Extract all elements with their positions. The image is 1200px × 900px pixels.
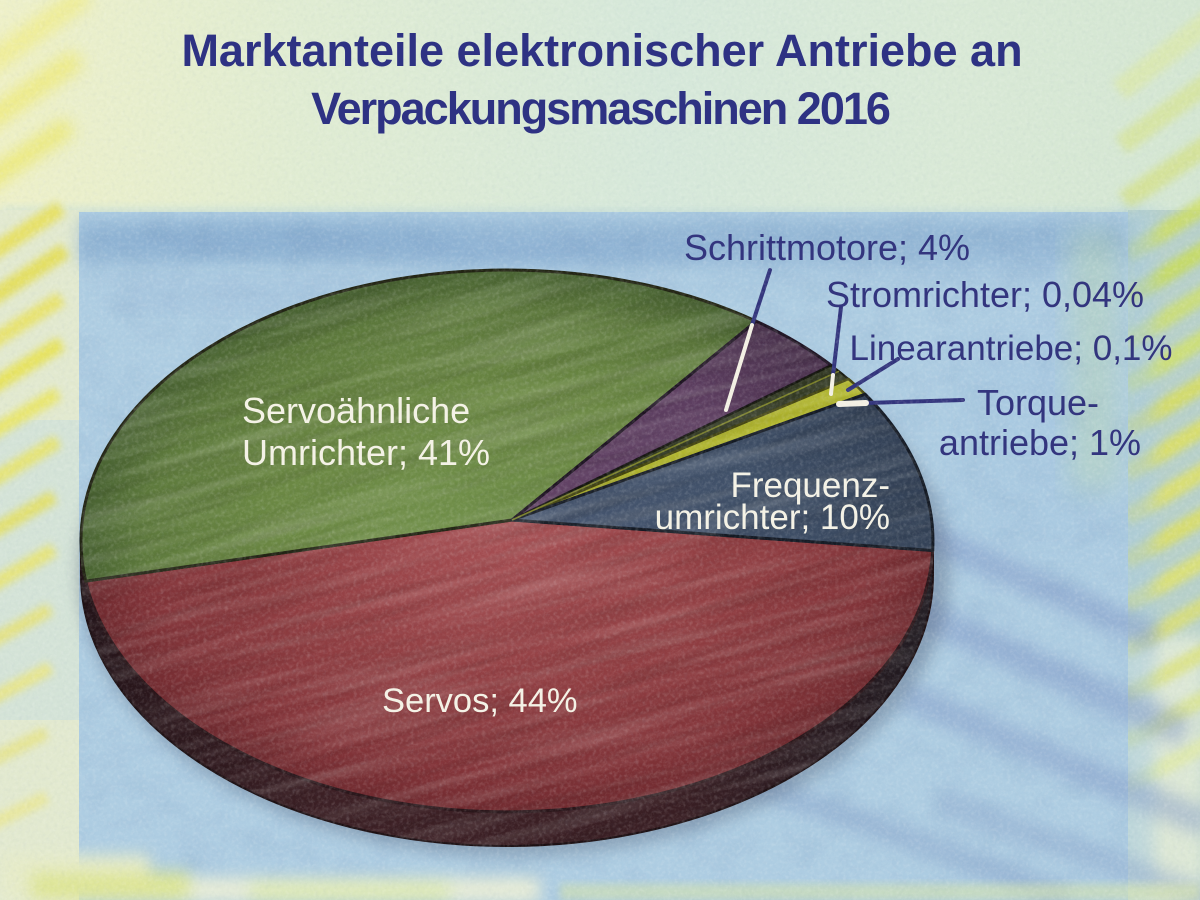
svg-text:Linearantriebe; 0,1%: Linearantriebe; 0,1% (850, 329, 1173, 368)
svg-text:Servos; 44%: Servos; 44% (382, 682, 578, 720)
svg-text:Verpackungsmaschinen 2016: Verpackungsmaschinen 2016 (311, 83, 890, 134)
svg-text:Servoähnliche: Servoähnliche (242, 390, 470, 431)
svg-text:Schrittmotore; 4%: Schrittmotore; 4% (684, 227, 970, 268)
svg-text:antriebe; 1%: antriebe; 1% (939, 422, 1141, 463)
svg-text:Torque-: Torque- (977, 382, 1099, 423)
svg-text:Umrichter; 41%: Umrichter; 41% (242, 432, 490, 473)
svg-text:Marktanteile elektronischer An: Marktanteile elektronischer Antriebe an (181, 25, 1022, 76)
svg-text:Frequenz-: Frequenz- (730, 466, 890, 505)
svg-text:umrichter; 10%: umrichter; 10% (655, 498, 890, 537)
svg-text:Stromrichter; 0,04%: Stromrichter; 0,04% (826, 274, 1144, 315)
